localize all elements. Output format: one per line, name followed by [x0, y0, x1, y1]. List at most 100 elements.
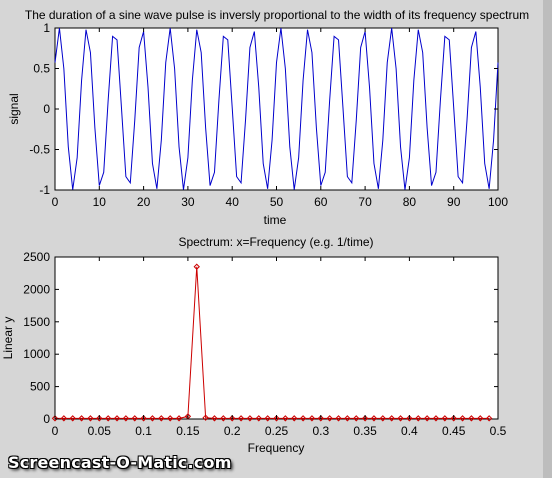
chart1-xtick-label: 70 — [358, 195, 372, 209]
chart2-ytick-label: 2000 — [23, 282, 50, 296]
spectrum-point — [335, 415, 342, 422]
chart1-x-ticks: 0 10 20 30 40 50 60 70 80 90 100 — [52, 28, 508, 209]
chart1-ytick-label: -1 — [39, 183, 50, 197]
spectrum-point — [158, 415, 165, 422]
spectrum-point — [175, 415, 183, 422]
chart2-xtick-label: 0.45 — [442, 424, 466, 438]
chart1-xtick-label: 20 — [137, 195, 151, 209]
chart2-markers — [51, 263, 493, 422]
spectrum-point — [228, 415, 236, 422]
chart1-signal-line — [54, 28, 499, 190]
chart2-xtick-label: 0.1 — [135, 424, 152, 438]
spectrum-point — [104, 415, 112, 422]
spectrum-point — [450, 415, 457, 422]
chart1-xtick-label: 80 — [403, 195, 417, 209]
spectrum-point — [131, 415, 138, 422]
chart1-xtick-label: 90 — [447, 195, 461, 209]
chart2-xtick-label: 0.25 — [265, 424, 289, 438]
spectrum-point — [353, 415, 360, 422]
chart1-y-ticks: -1 -0.5 0 0.5 1 — [29, 21, 498, 197]
chart2-plot-area — [54, 256, 499, 420]
chart-spectrum: Spectrum: x=Frequency (e.g. 1/time) 0 0.0… — [1, 235, 507, 455]
spectrum-point — [326, 415, 333, 422]
chart2-ytick-label: 1500 — [23, 315, 50, 329]
spectrum-point — [140, 415, 147, 422]
chart2-ylabel: Linear y — [1, 317, 15, 360]
chart1-ytick-label: 1 — [43, 21, 50, 35]
spectrum-point — [468, 415, 475, 422]
chart2-xtick-label: 0.15 — [176, 424, 200, 438]
chart2-y-ticks: 0 500 1000 1500 2000 2500 — [23, 250, 498, 426]
spectrum-point — [459, 415, 466, 422]
chart2-ytick-label: 2500 — [23, 250, 50, 264]
spectrum-point — [51, 415, 59, 422]
chart1-ylabel: signal — [7, 93, 21, 124]
spectrum-point — [397, 415, 404, 422]
spectrum-point — [96, 415, 103, 422]
chart1-xtick-label: 0 — [52, 195, 59, 209]
chart1-ytick-label: -0.5 — [29, 143, 50, 157]
chart1-xlabel: time — [264, 213, 287, 227]
chart2-ytick-label: 1000 — [23, 347, 50, 361]
chart2-xtick-label: 0 — [52, 424, 59, 438]
chart1-plot-area — [54, 27, 499, 191]
spectrum-point — [113, 415, 121, 422]
spectrum-point — [291, 415, 298, 422]
spectrum-point — [220, 415, 227, 422]
chart2-xtick-label: 0.3 — [312, 424, 329, 438]
spectrum-point — [282, 415, 289, 422]
spectrum-point — [370, 415, 378, 422]
chart2-xlabel: Frequency — [248, 441, 305, 455]
spectrum-point — [299, 415, 307, 422]
spectrum-point — [388, 415, 395, 422]
spectrum-point — [441, 415, 449, 422]
spectrum-point — [308, 415, 316, 422]
spectrum-point — [60, 415, 68, 422]
chart1-xtick-label: 50 — [270, 195, 284, 209]
spectrum-point — [415, 415, 422, 422]
chart2-ytick-label: 500 — [30, 380, 50, 394]
spectrum-point — [237, 415, 245, 422]
spectrum-point — [122, 415, 130, 422]
chart1-ytick-label: 0 — [43, 102, 50, 116]
spectrum-point — [202, 414, 209, 421]
chart2-x-ticks: 0 0.05 0.1 0.15 0.2 0.25 0.3 0.35 0.4 0.45 0.5 — [52, 257, 507, 438]
window-edge — [543, 0, 552, 478]
spectrum-point — [317, 415, 325, 422]
chart2-xtick-label: 0.2 — [224, 424, 241, 438]
chart2-title: Spectrum: x=Frequency (e.g. 1/time) — [178, 235, 373, 249]
spectrum-point — [246, 415, 254, 422]
spectrum-point — [432, 415, 440, 422]
spectrum-point — [149, 415, 156, 422]
chart1-xtick-label: 40 — [226, 195, 240, 209]
spectrum-point — [166, 415, 174, 422]
chart2-xtick-label: 0.05 — [88, 424, 112, 438]
spectrum-point — [361, 415, 369, 422]
spectrum-point — [87, 415, 94, 422]
spectrum-point — [211, 415, 218, 422]
watermark: Screencast-O-Matic.com — [8, 453, 232, 472]
spectrum-point — [344, 415, 351, 422]
chart1-xtick-label: 60 — [314, 195, 328, 209]
chart1-title: The duration of a sine wave pulse is inv… — [25, 8, 529, 22]
spectrum-point — [78, 415, 85, 422]
spectrum-point — [273, 415, 280, 422]
spectrum-point — [69, 415, 76, 422]
chart2-spectrum-line — [55, 266, 490, 419]
chart2-xtick-label: 0.4 — [401, 424, 418, 438]
spectrum-point — [193, 263, 200, 270]
spectrum-point — [379, 415, 387, 422]
chart-time-signal: The duration of a sine wave pulse is inv… — [7, 8, 529, 227]
chart1-ytick-label: 0.5 — [33, 62, 50, 76]
spectrum-point — [255, 415, 262, 422]
chart1-xtick-label: 10 — [93, 195, 107, 209]
spectrum-point — [406, 415, 413, 422]
spectrum-point — [423, 415, 431, 422]
spectrum-point — [264, 415, 271, 422]
chart2-xtick-label: 0.35 — [353, 424, 377, 438]
chart1-xtick-label: 30 — [181, 195, 195, 209]
spectrum-point — [485, 415, 493, 422]
chart1-xtick-label: 100 — [488, 195, 508, 209]
spectrum-point — [477, 415, 484, 422]
